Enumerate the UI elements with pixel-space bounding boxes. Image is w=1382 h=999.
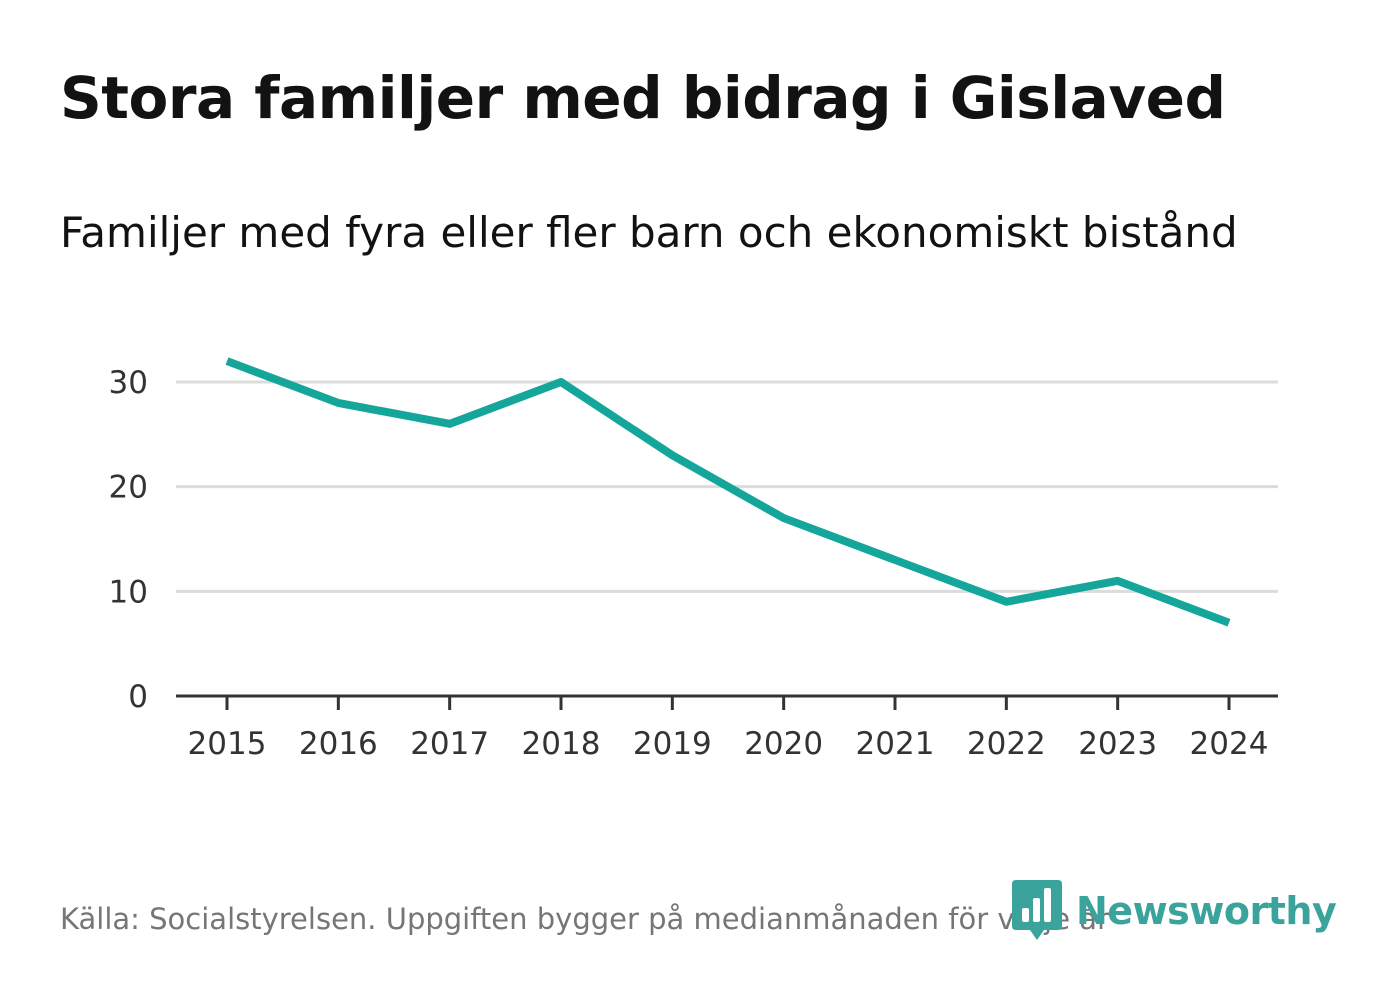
- x-tick-label-2021: 2021: [856, 726, 935, 762]
- source-note: Källa: Socialstyrelsen. Uppgiften bygger…: [60, 902, 1109, 936]
- chart-subtitle: Familjer med fyra eller fler barn och ek…: [60, 208, 1238, 257]
- brand-name: Newsworthy: [1076, 889, 1337, 933]
- series-line-0: [225, 357, 1231, 627]
- newsworthy-logo-icon: [1012, 880, 1062, 940]
- y-tick-label-20: 20: [109, 470, 148, 506]
- x-tick-label-2017: 2017: [410, 726, 489, 762]
- x-tick-label-2018: 2018: [522, 726, 601, 762]
- x-tick-label-2019: 2019: [633, 726, 712, 762]
- x-tick-label-2016: 2016: [299, 726, 378, 762]
- chart-title: Stora familjer med bidrag i Gislaved: [60, 64, 1226, 132]
- line-chart: 0 10 20 30 2015 2016 2017 2018 2019 2020 2021 2022 2…: [109, 357, 1278, 762]
- y-tick-label-0: 0: [128, 679, 148, 715]
- x-tick-label-2024: 2024: [1190, 726, 1269, 762]
- x-tick-label-2023: 2023: [1078, 726, 1157, 762]
- brand-logo: Newsworthy: [1012, 880, 1337, 942]
- x-tick-label-2015: 2015: [188, 726, 267, 762]
- x-tick-label-2020: 2020: [744, 726, 823, 762]
- y-tick-label-30: 30: [109, 365, 148, 401]
- y-tick-label-10: 10: [109, 574, 148, 610]
- x-tick-label-2022: 2022: [967, 726, 1046, 762]
